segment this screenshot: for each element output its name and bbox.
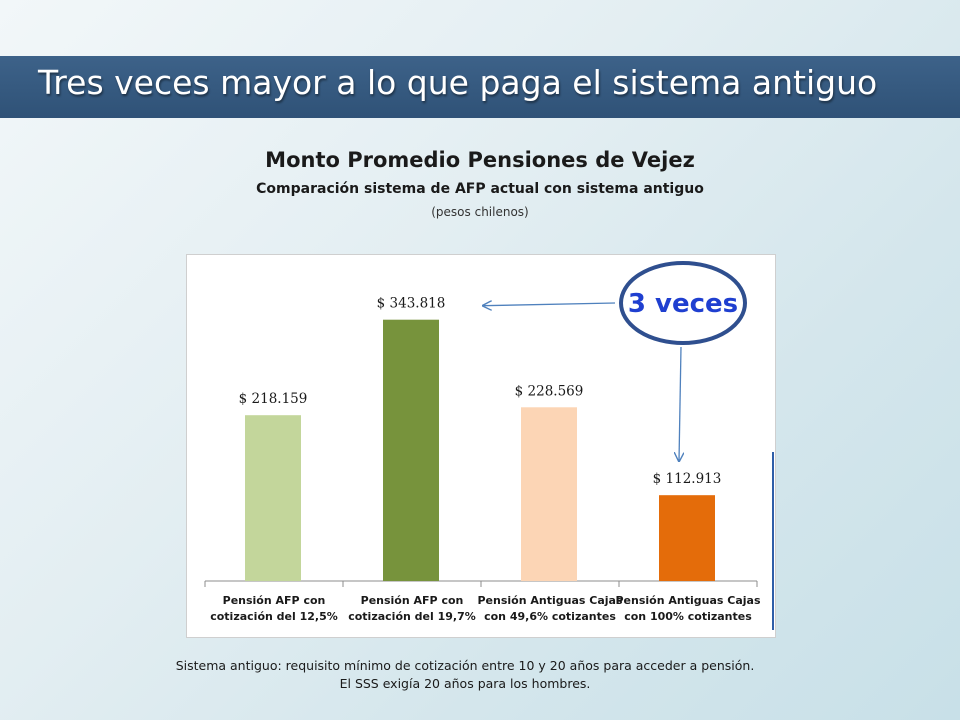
data-label: $ 228.569	[515, 383, 584, 399]
bar	[245, 415, 301, 581]
annotation-arrow-down	[679, 346, 681, 461]
chart-unit: (pesos chilenos)	[431, 205, 529, 219]
bar	[659, 495, 715, 581]
bar-chart: $ 218.159 Pensión AFP con cotización del 1…	[204, 261, 761, 623]
chart-title: Monto Promedio Pensiones de Vejez	[265, 148, 695, 172]
category-label: Pensión AFP con	[223, 594, 326, 607]
data-label: $ 112.913	[653, 471, 722, 487]
category-label: cotización del 19,7%	[348, 610, 476, 623]
data-label: $ 343.818	[377, 296, 446, 312]
annotation-ellipse	[619, 261, 747, 345]
bar	[521, 407, 577, 581]
footnote-line-1: Sistema antiguo: requisito mínimo de cot…	[175, 658, 755, 673]
category-label: Pensión Antiguas Cajas	[477, 594, 622, 607]
slide-title: Tres veces mayor a lo que paga el sistem…	[38, 63, 878, 102]
category-label: con 100% cotizantes	[624, 610, 752, 623]
footnote-line-2: El SSS exigía 20 años para los hombres.	[339, 676, 591, 691]
category-label: Pensión AFP con	[361, 594, 464, 607]
chart-subtitle: Comparación sistema de AFP actual con si…	[256, 181, 704, 197]
annotation-text: 3 veces	[628, 289, 738, 319]
category-label: cotización del 12,5%	[210, 610, 338, 623]
annotation-arrow-left	[483, 303, 616, 306]
blue-edge-line	[772, 452, 774, 630]
title-band: Tres veces mayor a lo que paga el sistem…	[0, 56, 960, 118]
category-label: con 49,6% cotizantes	[484, 610, 616, 623]
chart-area: $ 218.159 Pensión AFP con cotización del 1…	[186, 254, 776, 638]
bar	[383, 319, 439, 581]
category-label: Pensión Antiguas Cajas	[615, 594, 760, 607]
data-label: $ 218.159	[239, 391, 308, 407]
